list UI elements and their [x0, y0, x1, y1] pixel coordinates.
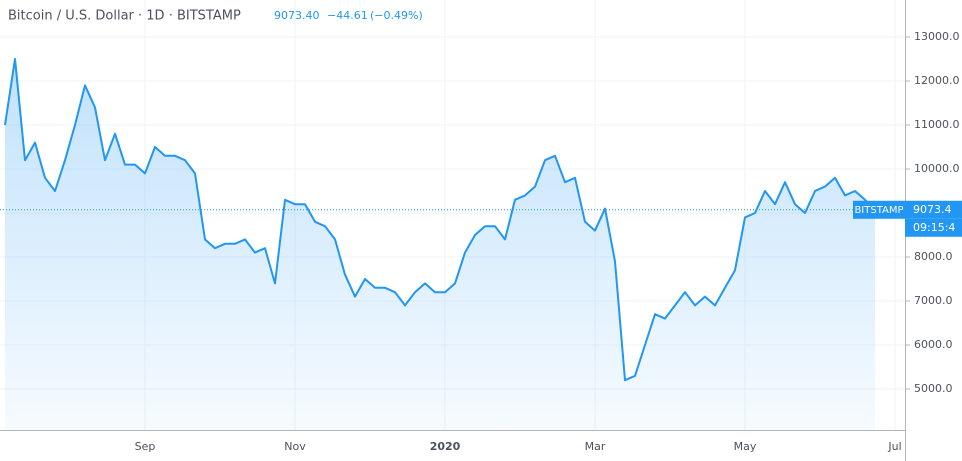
- plot: [0, 58, 905, 430]
- y-tick-label: 11000.0: [914, 118, 960, 131]
- price-tags: BITSTAMP 9073.4 09:15:4: [853, 200, 962, 237]
- y-tick-label: 6000.0: [914, 338, 953, 351]
- countdown-bg: [905, 218, 962, 237]
- area-fill: [5, 59, 875, 430]
- change: −44.61: [327, 9, 368, 22]
- price-tag: 9073.4: [913, 203, 952, 216]
- y-tick-label: 10000.0: [914, 162, 960, 175]
- price-line: [4, 58, 876, 382]
- y-tick-label: 13000.0: [914, 30, 960, 43]
- x-tick-label: 2020: [430, 440, 461, 453]
- chart-title: Bitcoin / U.S. Dollar · 1D · BITSTAMP: [8, 9, 241, 24]
- x-tick-label: Sep: [135, 440, 156, 453]
- y-tick-label: 8000.0: [914, 250, 953, 263]
- y-tick-label: 12000.0: [914, 74, 960, 87]
- y-tick-label: 7000.0: [914, 294, 953, 307]
- x-tick-label: Nov: [284, 440, 306, 453]
- last-value: 9073.40: [274, 9, 320, 22]
- exchange-tag-bg: [853, 200, 905, 219]
- x-tick-label: May: [734, 440, 757, 453]
- countdown: 09:15:4: [913, 221, 955, 234]
- x-tick-label: Mar: [585, 440, 606, 453]
- x-tick-label: Jul: [887, 440, 901, 453]
- price-tag-bg: [905, 200, 962, 219]
- change-percent: (−0.49%): [370, 9, 423, 22]
- exchange-tag: BITSTAMP: [854, 205, 903, 216]
- y-tick-label: 5000.0: [914, 382, 953, 395]
